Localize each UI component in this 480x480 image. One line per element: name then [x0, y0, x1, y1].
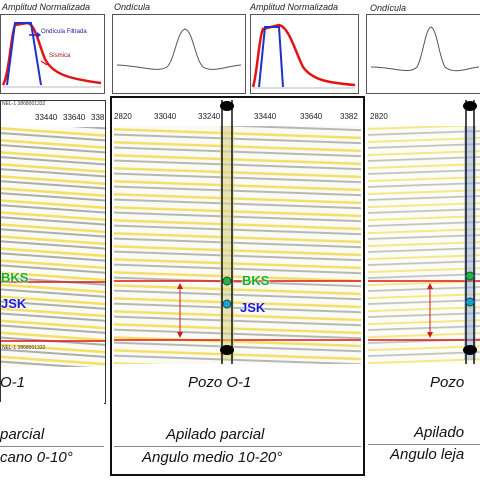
seismic-section-3: [368, 100, 480, 364]
panel-1-well-header: NEL-1 3868001332: [2, 101, 46, 107]
panel-2-tick-2: 33040: [154, 112, 177, 121]
panel-1-tick-1: 33440: [35, 113, 58, 122]
panel-3-well-label: Pozo: [430, 374, 465, 391]
panel-1-tick-3: 338: [91, 113, 105, 122]
panel-2-caption: Pozo O-1 Apilado parcial Angulo medio 10…: [114, 370, 361, 474]
panel-1-well-label: O-1: [0, 374, 26, 391]
wavelet-plot-2: [366, 14, 480, 94]
panel-2-stack-label: Apilado parcial: [166, 426, 265, 443]
amplitude-spectrum-2: [250, 14, 359, 94]
panel-2-marker-bks: BKS: [242, 273, 270, 288]
wavelet-title-2: Ondícula: [370, 3, 407, 13]
amplitude-spectrum-1: Ondícula Filtrada Sísmica: [0, 14, 105, 94]
panel-2-marker-jsk: JSK: [240, 300, 266, 315]
panel-1-well-footer: NEL-1 3868001332: [2, 345, 46, 351]
panel-3-angle-label: Angulo leja: [390, 446, 465, 463]
legend-filtered-wavelet: Ondícula Filtrada: [41, 29, 87, 35]
panel-2-tick-6: 3382: [340, 112, 358, 121]
amplitude-spectrum-2-plot: [251, 23, 356, 89]
panel-2-tick-4: 33440: [254, 112, 277, 121]
panel-3-stack-label: Apilado: [414, 424, 465, 441]
panel-2-angle-label: Angulo medio 10-20°: [142, 449, 283, 466]
panel-1-stack-label: parcial: [0, 426, 45, 443]
wavelet-plot-2-curve: [370, 26, 480, 72]
legend-seismic: Sísmica: [49, 53, 71, 59]
wavelet-title-1: Ondícula: [114, 2, 151, 12]
seismic-section-1: [1, 101, 105, 367]
panel-2-well-label: Pozo O-1: [188, 374, 252, 391]
panel-1-angle-label: cano 0-10°: [0, 449, 73, 466]
panel-2-tick-5: 33640: [300, 112, 323, 121]
wavelet-plot-1: [112, 14, 246, 94]
seismic-panel-1: 33440 33640 338 NEL-1 3868001332 NEL-1 3…: [0, 100, 106, 404]
panel-3-caption: Pozo Apilado Angulo leja: [368, 370, 480, 474]
panel-1-caption: O-1 parcial cano 0-10°: [0, 374, 104, 472]
seismic-panel-3: 2820: [368, 100, 480, 400]
panel-1-tick-2: 33640: [63, 113, 86, 122]
amplitude-spectrum-1-plot: [1, 21, 102, 88]
panel-1-marker-bks: BKS: [1, 270, 29, 285]
amplitude-title-1: Amplitud Normalizada: [2, 2, 91, 12]
panel-2-frame: [110, 96, 365, 476]
amplitude-title-2: Amplitud Normalizada: [250, 2, 339, 12]
panel-2-tick-1: 2820: [114, 112, 132, 121]
seismic-panel-2: 2820 33040 33240 33440 33640 3382 BKS JS…: [114, 100, 361, 400]
wavelet-plot-1-curve: [116, 28, 242, 70]
panel-1-marker-jsk: JSK: [1, 296, 27, 311]
panel-2-tick-3: 33240: [198, 112, 221, 121]
seismic-section-2: [114, 100, 361, 364]
panel-3-tick-1: 2820: [370, 112, 388, 121]
